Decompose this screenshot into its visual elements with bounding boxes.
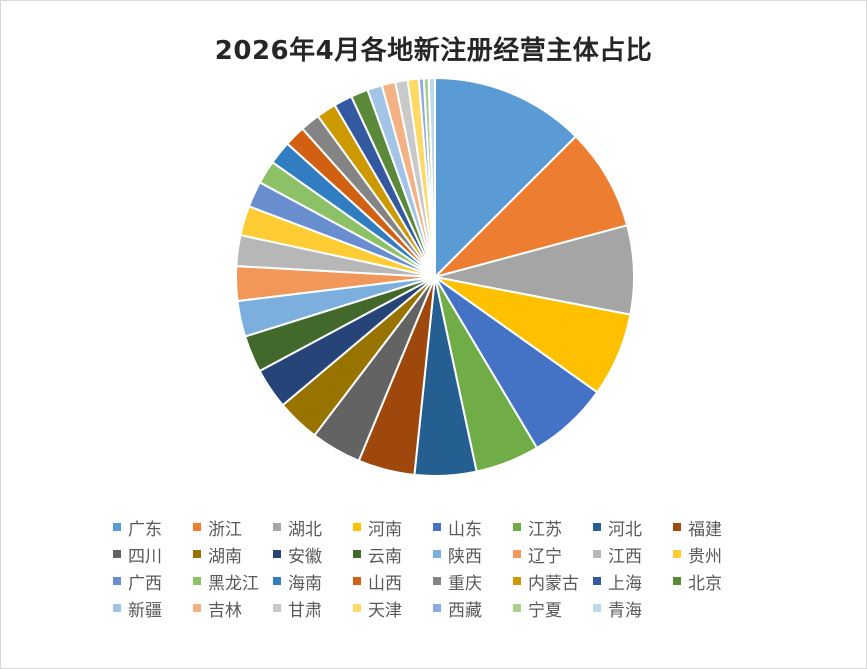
legend-swatch bbox=[193, 550, 201, 558]
legend-label: 河北 bbox=[608, 519, 642, 540]
legend-item: 陕西 bbox=[433, 543, 513, 567]
legend-item: 天津 bbox=[353, 597, 433, 621]
legend-swatch bbox=[433, 577, 441, 585]
legend-item: 北京 bbox=[673, 570, 753, 594]
legend-label: 吉林 bbox=[208, 600, 242, 621]
legend-label: 陕西 bbox=[448, 546, 482, 567]
legend-label: 北京 bbox=[688, 573, 722, 594]
legend-label: 广西 bbox=[128, 573, 162, 594]
legend-label: 上海 bbox=[608, 573, 642, 594]
legend-label: 云南 bbox=[368, 546, 402, 567]
legend-label: 天津 bbox=[368, 600, 402, 621]
legend-label: 黑龙江 bbox=[208, 573, 259, 594]
legend-swatch bbox=[113, 577, 121, 585]
legend-label: 海南 bbox=[288, 573, 322, 594]
legend-swatch bbox=[673, 550, 681, 558]
legend-item: 广西 bbox=[113, 570, 193, 594]
legend-label: 西藏 bbox=[448, 600, 482, 621]
legend-item: 辽宁 bbox=[513, 543, 593, 567]
pie-slice-1 bbox=[431, 134, 629, 279]
legend-swatch bbox=[673, 523, 681, 531]
legend-swatch bbox=[273, 550, 281, 558]
legend-swatch bbox=[433, 550, 441, 558]
legend-swatch bbox=[193, 523, 201, 531]
legend-swatch bbox=[513, 550, 521, 558]
legend-item: 湖北 bbox=[273, 516, 353, 540]
legend-label: 广东 bbox=[128, 519, 162, 540]
legend-item: 安徽 bbox=[273, 543, 353, 567]
legend-swatch bbox=[113, 523, 121, 531]
legend-label: 贵州 bbox=[688, 546, 722, 567]
legend-item: 青海 bbox=[593, 597, 673, 621]
legend-swatch bbox=[433, 523, 441, 531]
legend-item: 河北 bbox=[593, 516, 673, 540]
legend-item: 云南 bbox=[353, 543, 433, 567]
legend-item: 上海 bbox=[593, 570, 673, 594]
legend-item: 山东 bbox=[433, 516, 513, 540]
legend-item: 四川 bbox=[113, 543, 193, 567]
legend-item: 海南 bbox=[273, 570, 353, 594]
legend-swatch bbox=[433, 604, 441, 612]
legend-label: 安徽 bbox=[288, 546, 322, 567]
legend-label: 河南 bbox=[368, 519, 402, 540]
legend-label: 辽宁 bbox=[528, 546, 562, 567]
legend-item: 江苏 bbox=[513, 516, 593, 540]
legend-label: 江苏 bbox=[528, 519, 562, 540]
legend-swatch bbox=[593, 577, 601, 585]
legend-swatch bbox=[673, 577, 681, 585]
legend-item: 新疆 bbox=[113, 597, 193, 621]
pie-slice-30 bbox=[427, 76, 436, 278]
legend-swatch bbox=[513, 523, 521, 531]
legend-swatch bbox=[193, 577, 201, 585]
legend-item: 广东 bbox=[113, 516, 193, 540]
legend-swatch bbox=[273, 523, 281, 531]
legend-label: 四川 bbox=[128, 546, 162, 567]
legend-swatch bbox=[593, 550, 601, 558]
legend-item: 黑龙江 bbox=[193, 570, 273, 594]
legend-swatch bbox=[353, 604, 361, 612]
legend-item: 江西 bbox=[593, 543, 673, 567]
legend-swatch bbox=[113, 604, 121, 612]
legend-item: 河南 bbox=[353, 516, 433, 540]
legend-item: 重庆 bbox=[433, 570, 513, 594]
legend-item: 甘肃 bbox=[273, 597, 353, 621]
legend-label: 重庆 bbox=[448, 573, 482, 594]
chart-legend: 广东 浙江 湖北 河南 山东 江苏 河北 福建四川 湖南 安徽 云南 陕西 辽宁 江西 贵州广西 黑龙江 海南 山… bbox=[113, 516, 813, 621]
legend-label: 青海 bbox=[608, 600, 642, 621]
legend-item: 福建 bbox=[673, 516, 753, 540]
legend-swatch bbox=[353, 523, 361, 531]
legend-label: 内蒙古 bbox=[528, 573, 579, 594]
legend-label: 浙江 bbox=[208, 519, 242, 540]
legend-item: 山西 bbox=[353, 570, 433, 594]
legend-swatch bbox=[193, 604, 201, 612]
legend-label: 甘肃 bbox=[288, 600, 322, 621]
legend-item: 宁夏 bbox=[513, 597, 593, 621]
legend-item: 吉林 bbox=[193, 597, 273, 621]
legend-swatch bbox=[353, 550, 361, 558]
legend-swatch bbox=[273, 577, 281, 585]
legend-item: 贵州 bbox=[673, 543, 753, 567]
legend-label: 山东 bbox=[448, 519, 482, 540]
chart-title: 2026年4月各地新注册经营主体占比 bbox=[214, 36, 653, 66]
legend-label: 江西 bbox=[608, 546, 642, 567]
legend-item: 西藏 bbox=[433, 597, 513, 621]
legend-item: 浙江 bbox=[193, 516, 273, 540]
pie-slice-0 bbox=[434, 76, 578, 280]
legend-swatch bbox=[593, 604, 601, 612]
legend-label: 福建 bbox=[688, 519, 722, 540]
legend-label: 宁夏 bbox=[528, 600, 562, 621]
legend-label: 新疆 bbox=[128, 600, 162, 621]
legend-swatch bbox=[273, 604, 281, 612]
legend-swatch bbox=[113, 550, 121, 558]
legend-label: 山西 bbox=[368, 573, 402, 594]
legend-item: 湖南 bbox=[193, 543, 273, 567]
legend-swatch bbox=[513, 604, 521, 612]
legend-label: 湖南 bbox=[208, 546, 242, 567]
legend-item: 内蒙古 bbox=[513, 570, 593, 594]
legend-swatch bbox=[593, 523, 601, 531]
legend-swatch bbox=[353, 577, 361, 585]
legend-label: 湖北 bbox=[288, 519, 322, 540]
legend-swatch bbox=[513, 577, 521, 585]
